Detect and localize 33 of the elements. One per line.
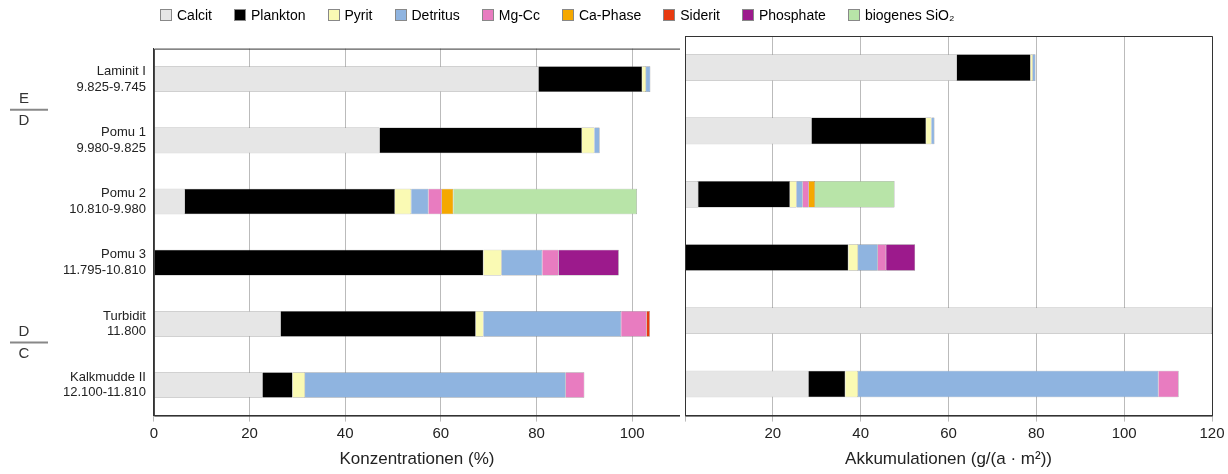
x-tick-label: 40 [336, 423, 354, 441]
x-tick-label: 60 [432, 423, 450, 441]
text: D [18, 111, 30, 129]
x-tick-label: 80 [528, 423, 545, 441]
x-tick-label: 80 [1027, 423, 1045, 441]
legend-label: Pyrit [344, 7, 373, 23]
legend-label: Phosphate [758, 7, 826, 23]
y-tick-label: Laminit I 9.825-9.745 [76, 62, 146, 94]
y-tick-label: Pomu 1 9.980-9.825 [76, 124, 146, 155]
x-tick-label: 0 [149, 423, 159, 441]
x-tick-label: 60 [940, 423, 957, 441]
legend-label: biogenes SiO₂ [864, 7, 955, 23]
y-tick-label: Turbidit 11.800 [103, 307, 147, 339]
x-axis-title: Akkumulationen (g/(a · m²)) [845, 449, 1052, 469]
text: E [18, 89, 30, 107]
x-tick-label: 100 [619, 423, 645, 441]
legend-label: Mg-Cc [498, 7, 540, 23]
x-axis-title: Konzentrationen (%) [339, 449, 495, 469]
x-tick-label: 100 [1111, 423, 1137, 441]
legend-label: Detritus [411, 7, 460, 23]
legend-label: Calcit [177, 7, 213, 23]
y-tick-label: Pomu 3 11.795-10.810 [63, 246, 146, 278]
text: C [18, 344, 30, 362]
legend-label: Ca-Phase [578, 7, 642, 23]
legend-label: Siderit [680, 7, 720, 23]
y-tick-label: Kalkmudde II 12.100-11.810 [63, 368, 146, 400]
text: D [18, 322, 30, 340]
legend-label: Plankton [251, 7, 306, 23]
x-tick-label: 40 [852, 423, 870, 441]
x-tick-label: 20 [241, 423, 258, 441]
y-tick-label: Pomu 2 10.810-9.980 [69, 185, 146, 216]
x-tick-label: 20 [764, 423, 782, 441]
x-tick-label: 120 [1199, 423, 1225, 441]
